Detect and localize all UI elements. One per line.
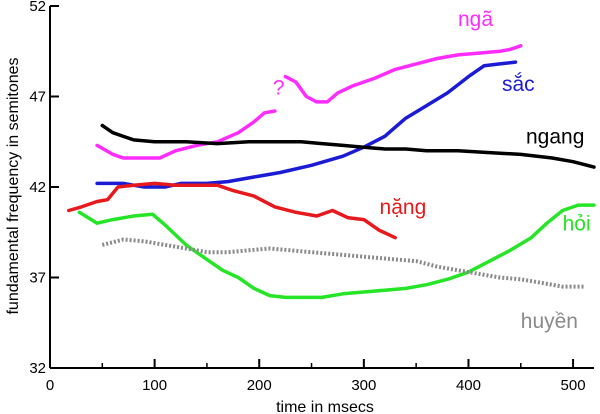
series-line-nga [283, 44, 523, 104]
axes: 0 100 200 300 400 500 32 37 42 47 52 [29, 0, 594, 394]
series-label-huyen: huyền [521, 310, 578, 333]
x-tick-label: 400 [456, 377, 481, 394]
series-line-sac [95, 60, 518, 189]
series-label-nga: ngã [458, 8, 493, 31]
y-tick-label: 37 [29, 270, 46, 287]
series-line-ngang [100, 123, 596, 169]
series-line-huyen [101, 237, 584, 289]
series-label-nang: nặng [380, 196, 427, 219]
x-tick-label: 500 [561, 377, 586, 394]
tone-glyph-nga: ? [273, 77, 285, 100]
series-line-nang [67, 181, 397, 240]
series-label-hoi: hỏi [563, 212, 591, 235]
series-labels: ? ngã sắc ngang nặng hỏi huyền [273, 8, 591, 333]
series-label-sac: sắc [502, 73, 535, 96]
series-line-nga [95, 109, 277, 160]
y-tick-label: 42 [29, 179, 46, 196]
y-tick-label: 52 [29, 0, 46, 15]
series-line-hoi [77, 203, 596, 300]
x-axis-label: time in msecs [276, 399, 374, 414]
y-tick-label: 47 [29, 89, 46, 106]
x-tick-label: 200 [247, 377, 272, 394]
series-label-ngang: ngang [526, 126, 584, 149]
x-tick-label: 300 [351, 377, 376, 394]
series-lines [67, 44, 596, 300]
y-tick-label: 32 [29, 360, 46, 377]
x-tick-label: 100 [142, 377, 167, 394]
y-axis-label: fundamental frequency in semitones [5, 57, 22, 314]
x-tick-label: 0 [46, 377, 54, 394]
